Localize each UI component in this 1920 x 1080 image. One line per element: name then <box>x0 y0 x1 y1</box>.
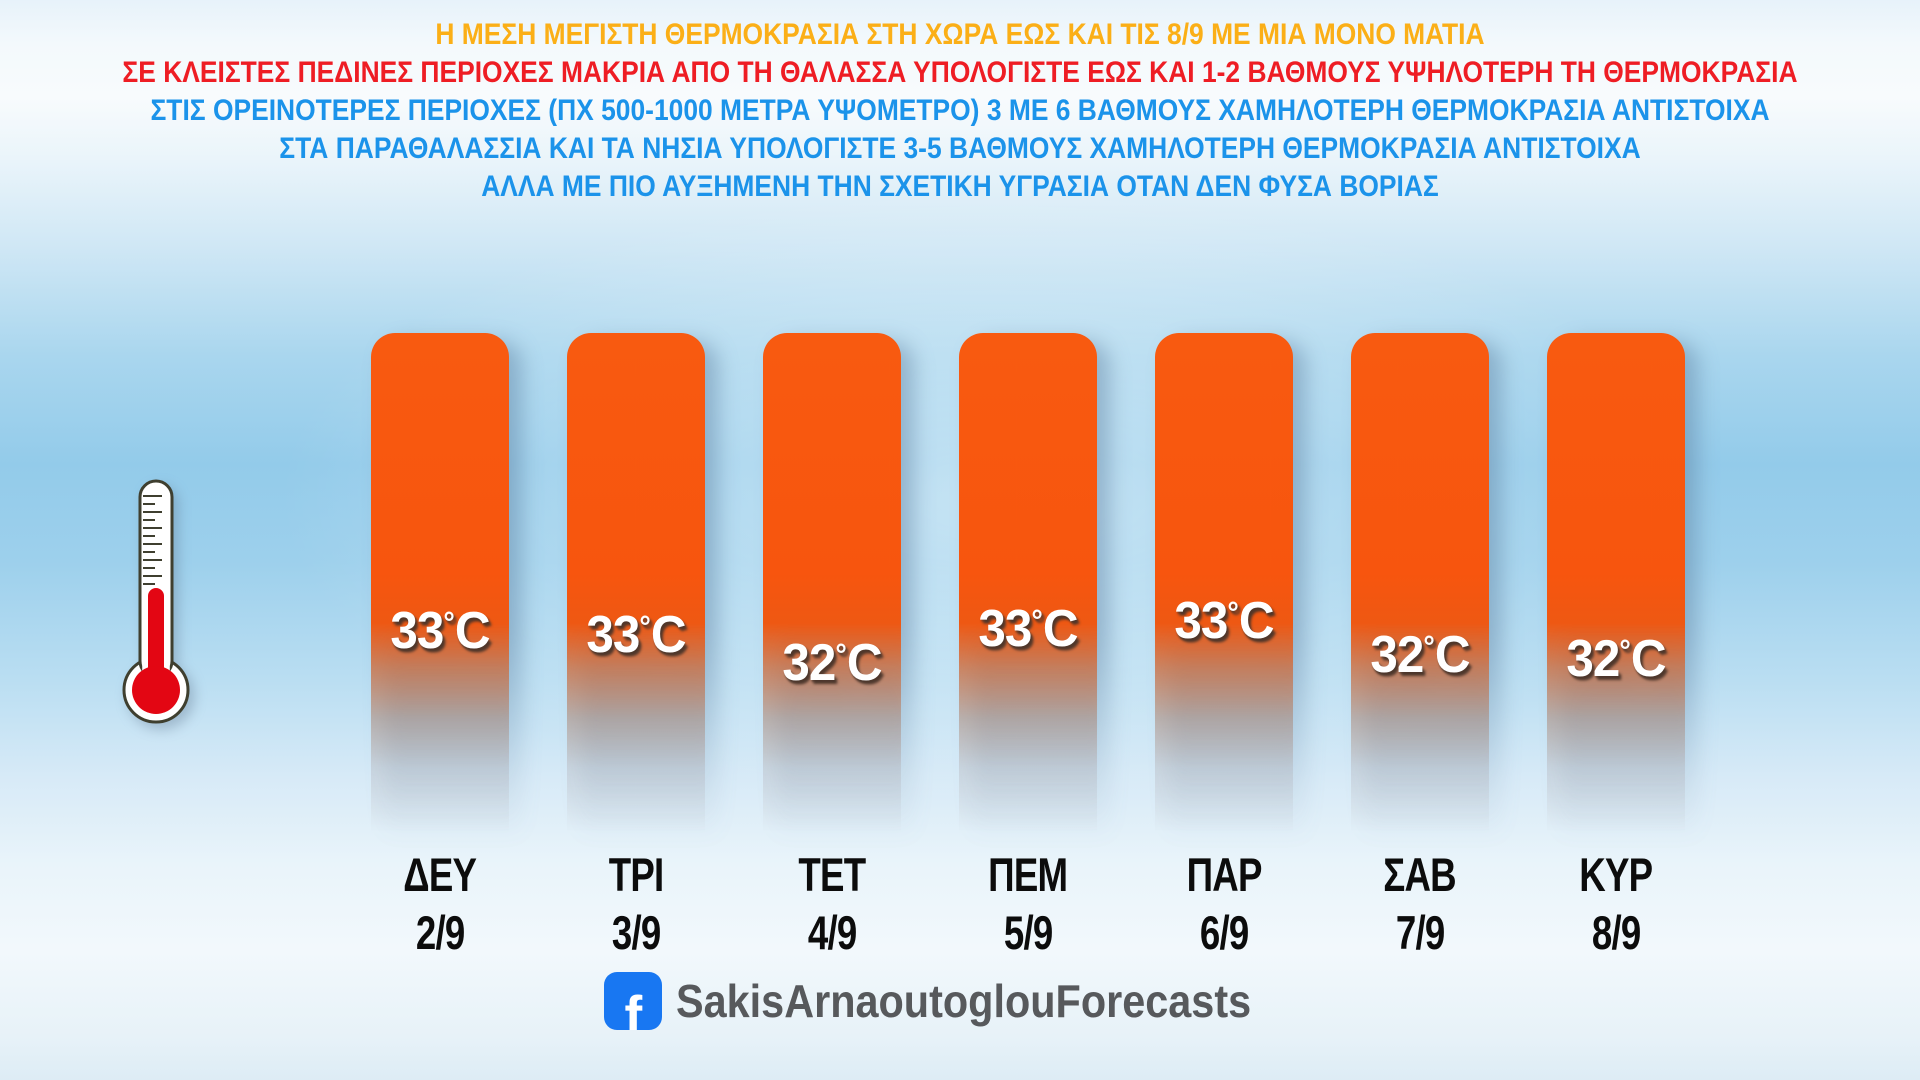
bar-day-label: ΠΑΡ <box>1186 848 1262 901</box>
header-line: ΣΤΑ ΠΑΡΑΘΑΛΑΣΣΙΑ ΚΑΙ ΤΑ ΝΗΣΙΑ ΥΠΟΛΟΓΙΣΤΕ… <box>279 132 1641 165</box>
header-line: ΣΤΙΣ ΟΡΕΙΝΟΤΕΡΕΣ ΠΕΡΙΟΧΕΣ (ΠΧ 500-1000 Μ… <box>150 94 1770 127</box>
header: Η ΜΕΣΗ ΜΕΓΙΣΤΗ ΘΕΡΜΟΚΡΑΣΙΑ ΣΤΗ ΧΩΡΑ ΕΩΣ … <box>0 16 1920 206</box>
bar-value: 33 <box>586 606 640 664</box>
bar-value: 33 <box>390 602 444 660</box>
header-line: ΣΕ ΚΛΕΙΣΤΕΣ ΠΕΔΙΝΕΣ ΠΕΡΙΟΧΕΣ ΜΑΚΡΙΑ ΑΠΟ … <box>122 56 1798 89</box>
temperature-bar: 33°C <box>1155 333 1293 833</box>
bar-date-label: 6/9 <box>1199 906 1249 959</box>
bar-value-label: 32°C <box>1550 629 1681 689</box>
temperature-bar: 32°C <box>1547 333 1685 833</box>
bar-value: 32 <box>782 634 836 692</box>
bar-value-label: 33°C <box>570 605 701 665</box>
facebook-page-name: SakisArnaoutoglouForecasts <box>676 975 1252 1027</box>
temperature-bar: 32°C <box>1351 333 1489 833</box>
temperature-bar: 33°C <box>567 333 705 833</box>
forecast-column: 33°C ΠΑΡ 6/9 <box>1155 333 1293 960</box>
unit-letter: C <box>846 634 883 692</box>
bar-day-label: ΔΕΥ <box>403 848 478 901</box>
bar-value: 32 <box>1370 626 1424 684</box>
temperature-bar: 33°C <box>959 333 1097 833</box>
degree-symbol: ° <box>1619 634 1631 668</box>
forecast-column: 32°C ΣΑΒ 7/9 <box>1351 333 1489 960</box>
degree-symbol: ° <box>1423 630 1435 664</box>
degree-symbol: ° <box>835 638 847 672</box>
bar-day-label: ΤΡΙ <box>608 848 664 901</box>
bar-value: 32 <box>1566 630 1620 688</box>
forecast-column: 33°C ΔΕΥ 2/9 <box>371 333 509 960</box>
degree-symbol: ° <box>1031 604 1043 638</box>
unit-letter: C <box>1238 592 1275 650</box>
unit-letter: C <box>650 606 687 664</box>
bar-day-label: ΚΥΡ <box>1579 848 1653 901</box>
unit-letter: C <box>1630 630 1667 688</box>
temperature-bar: 33°C <box>371 333 509 833</box>
bar-date-label: 5/9 <box>1003 906 1053 959</box>
bar-value: 33 <box>1174 592 1228 650</box>
bar-date-label: 2/9 <box>415 906 465 959</box>
forecast-bars: 33°C ΔΕΥ 2/9 33°C ΤΡΙ 3/9 32°C ΤΕΤ 4/9 3… <box>371 333 1685 960</box>
bar-date-label: 7/9 <box>1395 906 1445 959</box>
thermometer-icon <box>122 479 190 724</box>
bar-value-label: 33°C <box>962 599 1093 659</box>
bar-date-label: 8/9 <box>1591 906 1641 959</box>
degree-symbol: ° <box>639 610 651 644</box>
bar-day-label: ΠΕΜ <box>988 848 1068 901</box>
unit-letter: C <box>1042 600 1079 658</box>
header-line: ΑΛΛΑ ΜΕ ΠΙΟ ΑΥΞΗΜΕΝΗ ΤΗΝ ΣΧΕΤΙΚΗ ΥΓΡΑΣΙΑ… <box>481 170 1439 203</box>
degree-symbol: ° <box>443 606 455 640</box>
bar-value-label: 32°C <box>766 633 897 693</box>
forecast-column: 32°C ΤΕΤ 4/9 <box>763 333 901 960</box>
unit-letter: C <box>1434 626 1471 684</box>
forecast-column: 33°C ΠΕΜ 5/9 <box>959 333 1097 960</box>
degree-symbol: ° <box>1227 596 1239 630</box>
forecast-column: 33°C ΤΡΙ 3/9 <box>567 333 705 960</box>
temperature-bar: 32°C <box>763 333 901 833</box>
bar-day-label: ΣΑΒ <box>1383 848 1457 901</box>
bar-value-label: 33°C <box>1158 591 1289 651</box>
forecast-column: 32°C ΚΥΡ 8/9 <box>1547 333 1685 960</box>
unit-letter: C <box>454 602 491 660</box>
facebook-f-glyph: f <box>624 984 643 1031</box>
bar-value: 33 <box>978 600 1032 658</box>
bar-value-label: 33°C <box>374 601 505 661</box>
footer-attribution: f SakisArnaoutoglouForecasts <box>0 972 1920 1030</box>
bar-value-label: 32°C <box>1354 625 1485 685</box>
bar-date-label: 4/9 <box>807 906 857 959</box>
bar-day-label: ΤΕΤ <box>798 848 867 901</box>
bar-date-label: 3/9 <box>611 906 661 959</box>
header-line: Η ΜΕΣΗ ΜΕΓΙΣΤΗ ΘΕΡΜΟΚΡΑΣΙΑ ΣΤΗ ΧΩΡΑ ΕΩΣ … <box>435 18 1485 51</box>
facebook-icon: f <box>604 972 663 1031</box>
